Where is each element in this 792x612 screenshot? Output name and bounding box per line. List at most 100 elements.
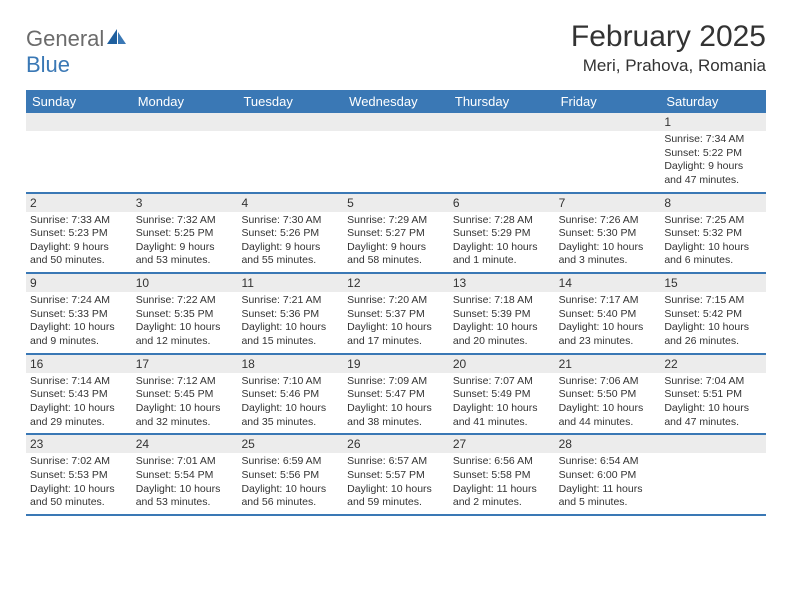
day-body: Sunrise: 7:24 AMSunset: 5:33 PMDaylight:… xyxy=(26,292,132,353)
day-line: and 58 minutes. xyxy=(347,254,445,268)
day-line: Sunrise: 7:17 AM xyxy=(559,294,657,308)
day-line: and 35 minutes. xyxy=(241,416,339,430)
day-cell: 19Sunrise: 7:09 AMSunset: 5:47 PMDayligh… xyxy=(343,355,449,434)
day-line: and 5 minutes. xyxy=(559,496,657,510)
day-cell: 13 Sunrise: 7:18 AMSunset: 5:39 PMDayligh… xyxy=(449,274,555,353)
day-line: and 2 minutes. xyxy=(453,496,551,510)
day-line: and 1 minute. xyxy=(453,254,551,268)
day-cell: 9Sunrise: 7:24 AMSunset: 5:33 PMDaylight… xyxy=(26,274,132,353)
day-body: Sunrise: 7:33 AMSunset: 5:23 PMDaylight:… xyxy=(26,212,132,273)
day-cell: 11Sunrise: 7:21 AMSunset: 5:36 PMDayligh… xyxy=(237,274,343,353)
day-number xyxy=(237,113,343,131)
day-line: and 55 minutes. xyxy=(241,254,339,268)
day-line: Sunrise: 7:22 AM xyxy=(136,294,234,308)
day-line: Sunrise: 7:30 AM xyxy=(241,214,339,228)
day-number: 11 xyxy=(237,274,343,292)
day-line: and 26 minutes. xyxy=(664,335,762,349)
day-line: Sunrise: 7:14 AM xyxy=(30,375,128,389)
day-cell: 1Sunrise: 7:34 AMSunset: 5:22 PMDaylight… xyxy=(660,113,766,192)
day-line: Sunrise: 7:06 AM xyxy=(559,375,657,389)
day-body: Sunrise: 7:30 AMSunset: 5:26 PMDaylight:… xyxy=(237,212,343,273)
day-body: Sunrise: 7:20 AMSunset: 5:37 PMDaylight:… xyxy=(343,292,449,353)
day-number: 21 xyxy=(555,355,661,373)
day-number: 12 xyxy=(343,274,449,292)
day-line: Daylight: 9 hours xyxy=(241,241,339,255)
day-line: Sunrise: 7:28 AM xyxy=(453,214,551,228)
logo-text-general: General xyxy=(26,26,104,52)
day-line: Daylight: 10 hours xyxy=(347,483,445,497)
day-line: Sunrise: 7:09 AM xyxy=(347,375,445,389)
day-line: Sunrise: 7:01 AM xyxy=(136,455,234,469)
day-line: Daylight: 9 hours xyxy=(30,241,128,255)
day-line: Sunrise: 7:18 AM xyxy=(453,294,551,308)
day-line: Daylight: 10 hours xyxy=(453,402,551,416)
day-line: and 41 minutes. xyxy=(453,416,551,430)
day-line: Daylight: 10 hours xyxy=(30,402,128,416)
day-line: Daylight: 11 hours xyxy=(559,483,657,497)
day-body: Sunrise: 7:26 AMSunset: 5:30 PMDaylight:… xyxy=(555,212,661,273)
day-number: 13 xyxy=(449,274,555,292)
day-body: Sunrise: 7:04 AMSunset: 5:51 PMDaylight:… xyxy=(660,373,766,434)
day-body xyxy=(449,131,555,137)
day-cell: 28Sunrise: 6:54 AMSunset: 6:00 PMDayligh… xyxy=(555,435,661,514)
day-number: 27 xyxy=(449,435,555,453)
day-body: Sunrise: 6:54 AMSunset: 6:00 PMDaylight:… xyxy=(555,453,661,514)
day-line: Daylight: 10 hours xyxy=(664,402,762,416)
day-line: and 50 minutes. xyxy=(30,496,128,510)
day-number: 20 xyxy=(449,355,555,373)
week-row: 1Sunrise: 7:34 AMSunset: 5:22 PMDaylight… xyxy=(26,113,766,194)
day-number xyxy=(26,113,132,131)
day-cell: 16Sunrise: 7:14 AMSunset: 5:43 PMDayligh… xyxy=(26,355,132,434)
day-cell: 7Sunrise: 7:26 AMSunset: 5:30 PMDaylight… xyxy=(555,194,661,273)
sail-icon xyxy=(106,28,128,51)
day-body: Sunrise: 7:25 AMSunset: 5:32 PMDaylight:… xyxy=(660,212,766,273)
day-cell: 3Sunrise: 7:32 AMSunset: 5:25 PMDaylight… xyxy=(132,194,238,273)
day-line: Sunset: 6:00 PM xyxy=(559,469,657,483)
day-cell xyxy=(660,435,766,514)
day-cell: 23Sunrise: 7:02 AMSunset: 5:53 PMDayligh… xyxy=(26,435,132,514)
day-line: Sunrise: 7:07 AM xyxy=(453,375,551,389)
day-line: Daylight: 10 hours xyxy=(664,241,762,255)
day-line: Sunrise: 7:12 AM xyxy=(136,375,234,389)
day-cell: 17Sunrise: 7:12 AMSunset: 5:45 PMDayligh… xyxy=(132,355,238,434)
day-cell: 21Sunrise: 7:06 AMSunset: 5:50 PMDayligh… xyxy=(555,355,661,434)
day-line: Sunset: 5:36 PM xyxy=(241,308,339,322)
day-line: Daylight: 10 hours xyxy=(30,483,128,497)
day-line: and 59 minutes. xyxy=(347,496,445,510)
day-number: 18 xyxy=(237,355,343,373)
day-line: Sunset: 5:39 PM xyxy=(453,308,551,322)
day-body: Sunrise: 7:12 AMSunset: 5:45 PMDaylight:… xyxy=(132,373,238,434)
day-number xyxy=(132,113,238,131)
day-header-fri: Friday xyxy=(555,90,661,113)
day-line: and 47 minutes. xyxy=(664,174,762,188)
day-cell: 10Sunrise: 7:22 AMSunset: 5:35 PMDayligh… xyxy=(132,274,238,353)
day-cell: 2Sunrise: 7:33 AMSunset: 5:23 PMDaylight… xyxy=(26,194,132,273)
day-line: Daylight: 10 hours xyxy=(30,321,128,335)
day-line: Sunrise: 7:15 AM xyxy=(664,294,762,308)
week-row: 2Sunrise: 7:33 AMSunset: 5:23 PMDaylight… xyxy=(26,194,766,275)
day-line: Sunset: 5:35 PM xyxy=(136,308,234,322)
day-line: Sunset: 5:26 PM xyxy=(241,227,339,241)
day-line: and 12 minutes. xyxy=(136,335,234,349)
day-line: Daylight: 11 hours xyxy=(453,483,551,497)
day-line: and 6 minutes. xyxy=(664,254,762,268)
day-line: and 20 minutes. xyxy=(453,335,551,349)
day-cell: 22Sunrise: 7:04 AMSunset: 5:51 PMDayligh… xyxy=(660,355,766,434)
header: General Blue February 2025 Meri, Prahova… xyxy=(26,20,766,78)
day-line: Daylight: 10 hours xyxy=(453,321,551,335)
day-line: and 29 minutes. xyxy=(30,416,128,430)
day-number: 23 xyxy=(26,435,132,453)
day-line: Sunset: 5:27 PM xyxy=(347,227,445,241)
day-number: 25 xyxy=(237,435,343,453)
day-cell: 27Sunrise: 6:56 AMSunset: 5:58 PMDayligh… xyxy=(449,435,555,514)
day-number: 16 xyxy=(26,355,132,373)
day-body xyxy=(132,131,238,137)
day-line: and 3 minutes. xyxy=(559,254,657,268)
day-body: Sunrise: 7:29 AMSunset: 5:27 PMDaylight:… xyxy=(343,212,449,273)
day-cell: 18Sunrise: 7:10 AMSunset: 5:46 PMDayligh… xyxy=(237,355,343,434)
day-line: Daylight: 10 hours xyxy=(136,483,234,497)
day-cell: 26Sunrise: 6:57 AMSunset: 5:57 PMDayligh… xyxy=(343,435,449,514)
day-line: Sunset: 5:42 PM xyxy=(664,308,762,322)
logo-text-blue: Blue xyxy=(26,52,70,77)
day-line: and 50 minutes. xyxy=(30,254,128,268)
